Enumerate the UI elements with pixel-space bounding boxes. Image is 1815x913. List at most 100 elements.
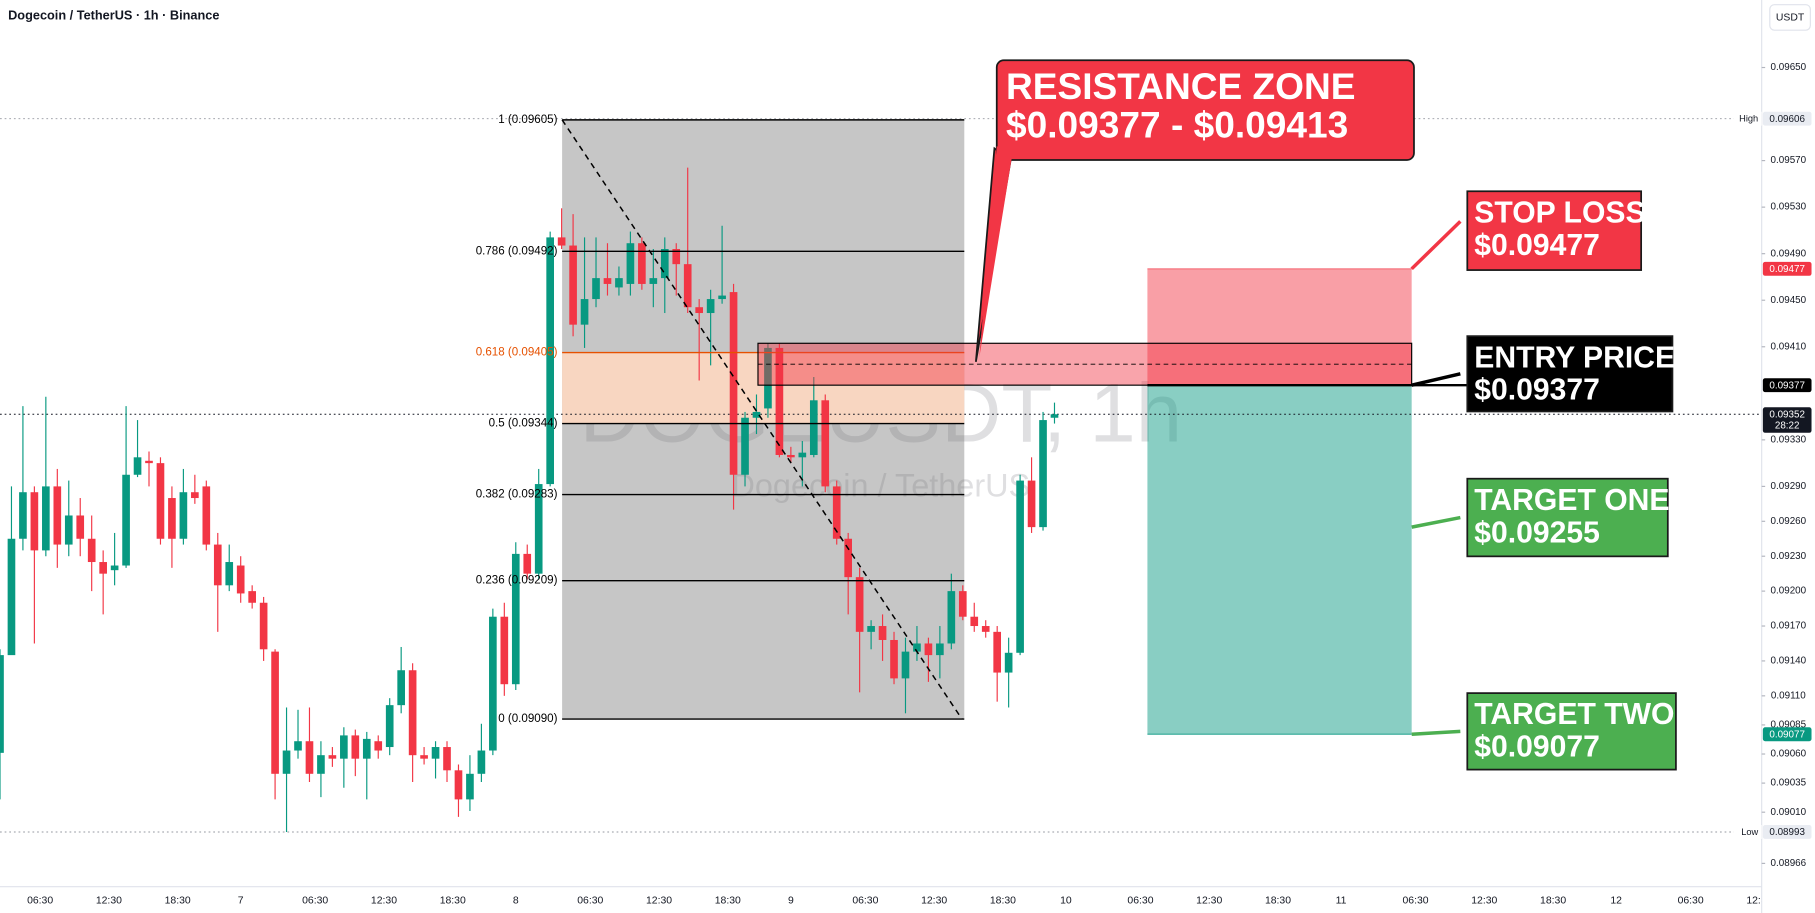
candle-body xyxy=(821,400,830,487)
annotations: RESISTANCE ZONE$0.09377 - $0.09413 STOP L… xyxy=(975,59,1677,771)
callout-price: $0.09377 - $0.09413 xyxy=(1006,103,1348,145)
candle-body xyxy=(809,400,818,455)
y-tick-label: 0.09230 xyxy=(1771,551,1807,562)
price-label-box xyxy=(1762,825,1812,839)
candle-body xyxy=(53,486,62,545)
candle-body xyxy=(317,755,325,774)
watermark-subtitle: Dogecoin / TetherUS xyxy=(731,468,1030,504)
candle-body xyxy=(844,538,853,578)
callout-price: $0.09077 xyxy=(1474,731,1600,764)
candle-body xyxy=(374,741,383,751)
y-tick-label: 0.09085 xyxy=(1771,720,1807,731)
callout-box xyxy=(1466,335,1674,413)
price-label-box xyxy=(1762,407,1812,433)
candle-body xyxy=(890,639,898,679)
candle-body xyxy=(764,347,772,409)
candle-body xyxy=(936,643,944,656)
candle-body xyxy=(202,486,211,545)
candle-body xyxy=(718,295,726,300)
fib-label: 0.236 (0.09209) xyxy=(476,575,558,587)
candle-body xyxy=(1027,480,1036,528)
y-tick-label: 0.09060 xyxy=(1771,749,1807,760)
candle-body xyxy=(695,307,703,314)
callout-connector xyxy=(1410,220,1462,271)
y-tick-label: 0.09330 xyxy=(1771,434,1807,445)
candle-body xyxy=(99,562,107,574)
candle-body xyxy=(615,278,623,288)
candle-body xyxy=(913,643,921,652)
candle-body xyxy=(901,651,910,679)
candle-body xyxy=(19,492,27,539)
callout-pointer-fill xyxy=(979,146,1012,358)
candle-body xyxy=(30,492,39,551)
candle-body xyxy=(420,755,428,759)
x-tick-label: 12:30 xyxy=(1471,895,1497,906)
candle-body xyxy=(305,741,314,774)
x-tick-label: 06:30 xyxy=(1127,895,1153,906)
x-tick-label: 06:30 xyxy=(852,895,878,906)
x-tick-label: 12:30 xyxy=(96,895,122,906)
y-tick-label: 0.09650 xyxy=(1771,62,1807,73)
candle-body xyxy=(351,735,360,759)
callout-connector xyxy=(1411,729,1461,736)
x-tick-label: 12:30 xyxy=(1746,895,1772,906)
candle-body xyxy=(87,538,96,563)
candle-body xyxy=(191,492,199,499)
y-tick-label: 0.09010 xyxy=(1771,807,1807,818)
callout-title: TARGET ONE xyxy=(1474,484,1669,517)
stop-zone xyxy=(1147,268,1412,386)
candle-body xyxy=(729,292,738,475)
candle-body xyxy=(706,299,715,314)
price-label: 0.09606 xyxy=(1769,114,1805,125)
candle-body xyxy=(878,626,887,640)
candle-body xyxy=(638,243,646,284)
x-tick-label: 06:30 xyxy=(577,895,603,906)
y-tick-label: 0.09450 xyxy=(1771,295,1807,306)
candle-body xyxy=(454,770,463,800)
candle-body xyxy=(42,486,50,551)
candle-body xyxy=(271,651,279,774)
x-tick-label: 06:30 xyxy=(27,895,53,906)
candle-body xyxy=(534,484,543,574)
candle-body xyxy=(133,457,142,475)
candle-body xyxy=(626,243,635,284)
price-tag: Low xyxy=(1741,827,1758,837)
x-tick-label: 12 xyxy=(1610,895,1622,906)
price-label-box xyxy=(1762,261,1812,276)
y-tick-label: 0.09260 xyxy=(1771,516,1807,527)
price-label: 0.09377 xyxy=(1769,380,1805,391)
price-axis-panel xyxy=(1761,0,1815,913)
x-tick-label: 8 xyxy=(513,895,519,906)
price-countdown: 28:22 xyxy=(1775,420,1800,431)
x-tick-label: 06:30 xyxy=(1678,895,1704,906)
candle-body xyxy=(7,538,16,656)
price-label-box xyxy=(1762,378,1812,393)
price-label: 0.09352 xyxy=(1769,409,1805,420)
candle-body xyxy=(660,249,669,279)
callout-price: $0.09477 xyxy=(1474,229,1600,262)
candle-body xyxy=(569,245,577,325)
candle-body xyxy=(557,237,566,246)
x-tick-label: 18:30 xyxy=(440,895,466,906)
fib-label: 0.618 (0.09405) xyxy=(476,347,558,359)
candle-body xyxy=(798,452,807,458)
candle-body xyxy=(443,747,451,771)
candle-body xyxy=(408,670,417,756)
price-label-box xyxy=(1762,727,1812,742)
candle-body xyxy=(1016,480,1024,653)
candle-body xyxy=(110,565,119,571)
x-tick-label: 9 xyxy=(788,895,794,906)
candle-body xyxy=(580,299,589,325)
callout-price: $0.09377 xyxy=(1474,374,1600,407)
currency-button xyxy=(1769,4,1811,31)
x-tick-label: 12:30 xyxy=(1196,895,1222,906)
candle-body xyxy=(1050,414,1059,418)
x-tick-label: 12:30 xyxy=(921,895,947,906)
candle-body xyxy=(511,553,520,685)
candle-body xyxy=(947,591,956,644)
y-tick-label: 0.09290 xyxy=(1771,481,1807,492)
x-tick-label: 18:30 xyxy=(1265,895,1291,906)
y-tick-label: 0.09530 xyxy=(1771,202,1807,213)
callout-title: RESISTANCE ZONE xyxy=(1006,65,1356,107)
y-tick-label: 0.09410 xyxy=(1771,341,1807,352)
